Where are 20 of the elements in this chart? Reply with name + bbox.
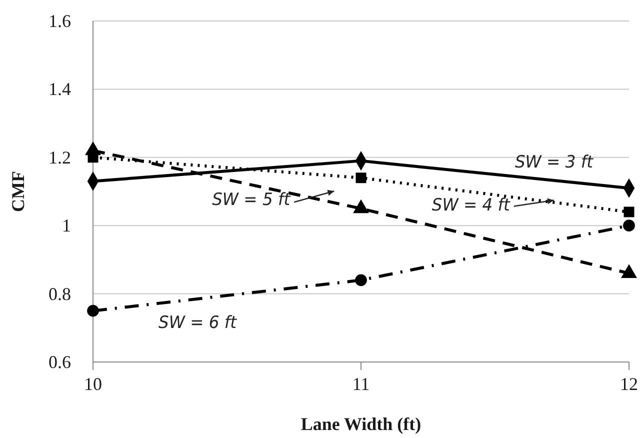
y-tick-label: 0.6 [48, 352, 71, 372]
x-tick-label: 12 [620, 374, 638, 394]
point [356, 172, 366, 184]
series-label: SW = 4 ft [432, 195, 514, 216]
x-axis-title: Lane Width (ft) [300, 414, 422, 434]
y-axis-title: CMF [8, 171, 28, 212]
x-tick-label: 11 [352, 374, 370, 394]
y-tick-label: 1.4 [48, 79, 71, 100]
y-tick-label: 1 [62, 216, 71, 236]
series-label: SW = 3 ft [514, 152, 596, 173]
y-tick-label: 1.6 [48, 11, 71, 31]
x-tick-label: 10 [84, 374, 102, 394]
series-label: SW = 5 ft [212, 190, 294, 210]
point [624, 206, 634, 218]
y-tick-label: 0.8 [48, 284, 71, 304]
y-tick-label: 1.2 [48, 147, 71, 168]
point [623, 220, 635, 232]
point [355, 274, 367, 286]
point [87, 304, 99, 317]
series-label: SW = 6 ft [158, 312, 240, 333]
